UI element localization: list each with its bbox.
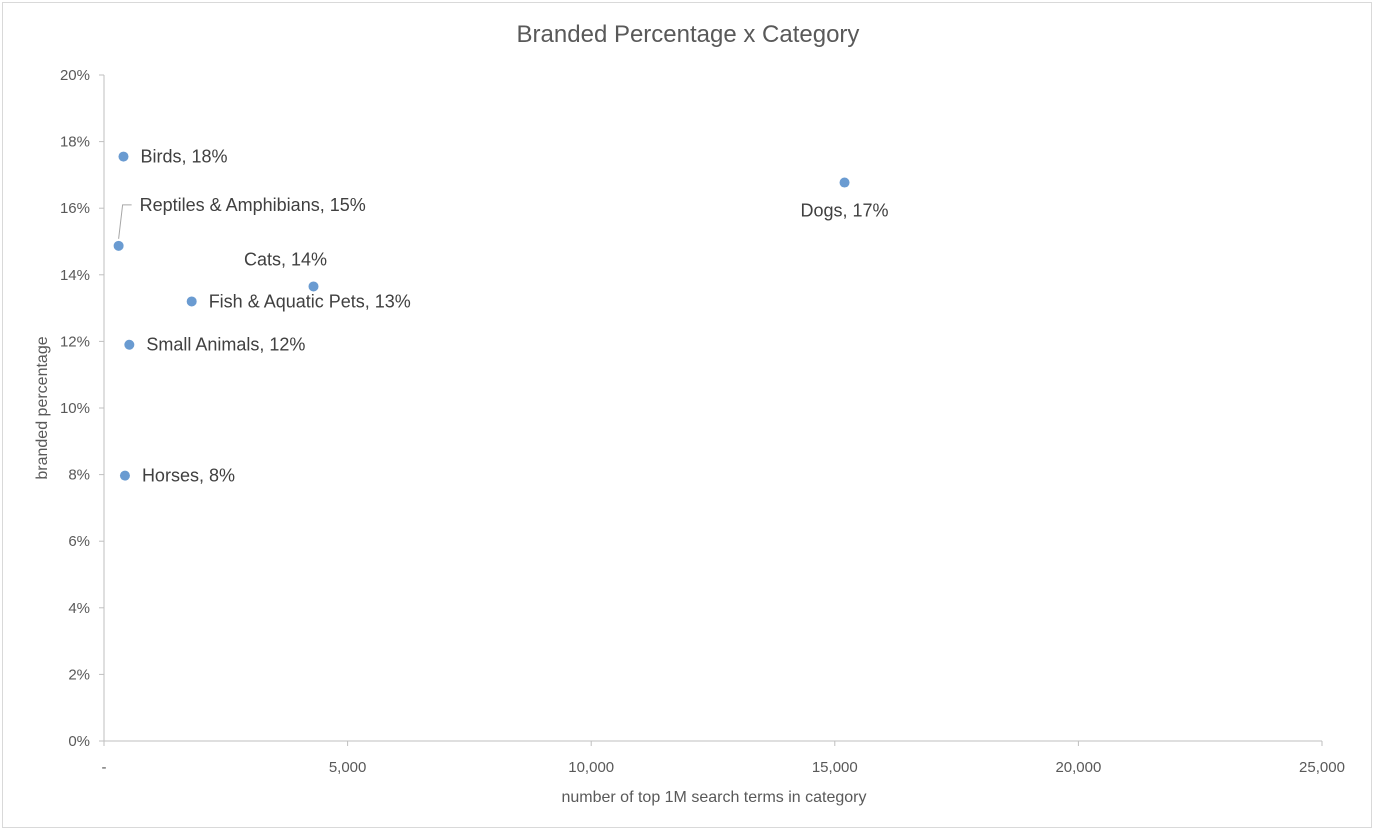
data-point — [119, 470, 130, 481]
y-tick-label: 10% — [60, 400, 90, 417]
data-point — [308, 281, 319, 292]
data-point — [113, 240, 124, 251]
data-point — [839, 177, 850, 188]
tick-labels: 0% 2% 4% 6% 8% 10% 12% 14% 16% 18% 20% - 5,000 10,000… — [60, 67, 1345, 776]
axes — [99, 74, 1323, 746]
data-label: Dogs, 17% — [801, 201, 889, 221]
y-tick-label: 16% — [60, 200, 90, 217]
y-tick-label: 6% — [68, 533, 90, 550]
data-label: Cats, 14% — [244, 249, 327, 269]
data-label: Birds, 18% — [140, 147, 227, 167]
y-tick-label: 14% — [60, 267, 90, 284]
y-tick-label: 8% — [68, 467, 90, 484]
data-label: Horses, 8% — [142, 466, 235, 486]
y-axis-title: branded percentage — [34, 336, 51, 479]
data-points: Birds, 18% Reptiles & Amphibians, 15% Dogs… — [113, 147, 889, 486]
y-tick-label: 18% — [60, 134, 90, 151]
y-tick-label: 0% — [68, 733, 90, 750]
x-tick-label: 25,000 — [1299, 759, 1345, 776]
chart-title: Branded Percentage x Category — [517, 21, 860, 48]
data-point — [186, 296, 197, 307]
x-tick-label: 20,000 — [1055, 759, 1101, 776]
x-tick-label: - — [102, 759, 107, 776]
data-label: Small Animals, 12% — [146, 335, 305, 355]
x-tick-label: 15,000 — [812, 759, 858, 776]
x-tick-label: 10,000 — [568, 759, 614, 776]
x-tick-label: 5,000 — [329, 759, 367, 776]
leader-line — [118, 204, 132, 239]
y-tick-label: 12% — [60, 333, 90, 350]
y-tick-label: 2% — [68, 666, 90, 683]
data-label: Reptiles & Amphibians, 15% — [140, 195, 366, 215]
data-point — [124, 339, 135, 350]
data-label: Fish & Aquatic Pets, 13% — [209, 291, 411, 311]
y-tick-label: 20% — [60, 67, 90, 84]
data-point — [118, 151, 129, 162]
y-tick-label: 4% — [68, 600, 90, 617]
x-axis-title: number of top 1M search terms in categor… — [561, 789, 866, 806]
